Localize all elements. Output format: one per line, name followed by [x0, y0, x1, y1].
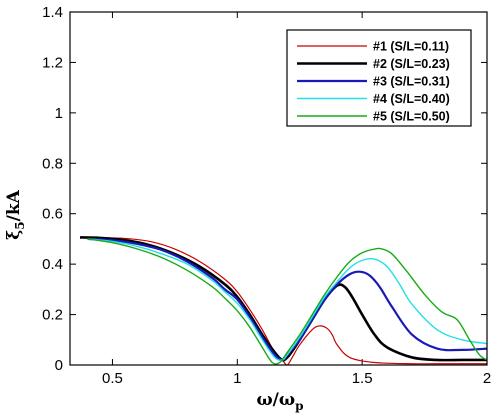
- y-axis-title: ξ5/kA: [4, 189, 27, 239]
- x-tick-label: 1: [233, 370, 241, 387]
- y-tick-label: 0.4: [42, 256, 63, 273]
- y-axis-title-sub: 5: [13, 221, 27, 229]
- legend-label-4: #4 (S/L=0.40): [373, 92, 450, 106]
- series-line-4: [87, 238, 487, 361]
- legend: #1 (S/L=0.11) #2 (S/L=0.23) #3 (S/L=0.31) #…: [286, 29, 472, 127]
- y-axis-title-main: ξ: [4, 230, 24, 240]
- y-tick-label: 1: [55, 105, 63, 122]
- y-tick-label: 1.4: [42, 4, 63, 21]
- legend-label-1: #1 (S/L=0.11): [373, 40, 449, 54]
- x-axis-title-sub: p: [295, 399, 303, 413]
- y-tick-label: 0.6: [42, 206, 63, 223]
- legend-label-5: #5 (S/L=0.50): [373, 110, 450, 124]
- plot-frame: [69, 11, 488, 366]
- series-lines: [79, 236, 487, 365]
- series-line-5: [87, 238, 487, 365]
- legend-label-2: #2 (S/L=0.23): [373, 57, 450, 71]
- y-tick-label: 0: [55, 357, 63, 374]
- y-tick-label: 0.2: [42, 307, 63, 324]
- series-line-3: [87, 237, 487, 362]
- legend-label-3: #3 (S/L=0.31): [373, 75, 450, 89]
- x-tick-label: 1.5: [352, 370, 373, 387]
- x-axis-title-main: ω/ω: [257, 390, 296, 410]
- y-tick-label: 1.2: [42, 54, 63, 71]
- x-tick-label: 0.5: [102, 370, 123, 387]
- x-axis-title: ω/ωp: [257, 390, 304, 413]
- y-tick-label: 0.8: [42, 155, 63, 172]
- x-tick-label: 2: [483, 370, 491, 387]
- series-line-1: [79, 236, 487, 365]
- y-axis-title-rest: /kA: [4, 189, 24, 221]
- series-line-2: [79, 236, 487, 362]
